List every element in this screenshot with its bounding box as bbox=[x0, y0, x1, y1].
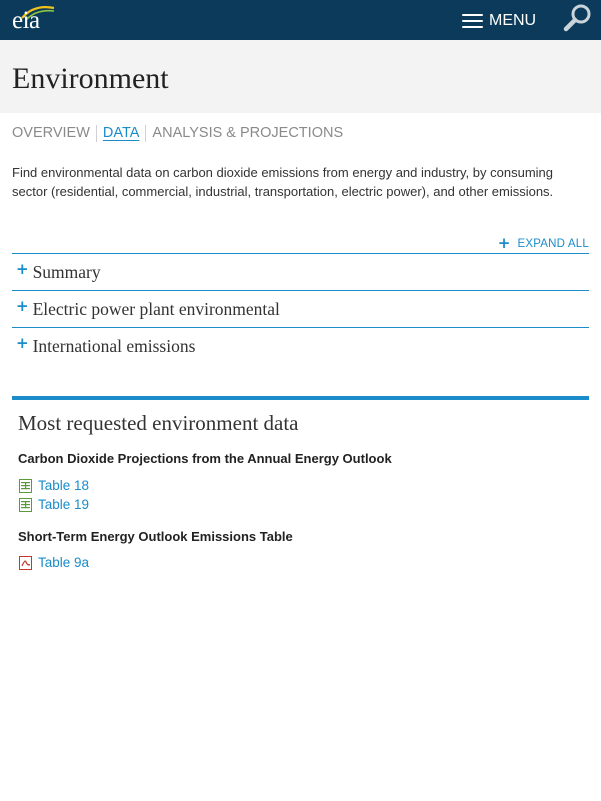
eia-logo[interactable]: eia bbox=[12, 4, 55, 34]
tab-divider bbox=[95, 124, 97, 142]
group-title-co2-projections: Carbon Dioxide Projections from the Annu… bbox=[18, 451, 392, 466]
expand-all-button[interactable]: + EXPAND ALL bbox=[498, 236, 589, 251]
tab-data[interactable]: DATA bbox=[102, 125, 140, 141]
section-tabs: OVERVIEW DATA ANALYSIS & PROJECTIONS bbox=[12, 124, 343, 142]
link-label: Table 18 bbox=[38, 478, 90, 493]
expand-all-label: EXPAND ALL bbox=[517, 237, 589, 250]
plus-icon: + bbox=[16, 260, 29, 278]
logo-text: eia bbox=[12, 7, 40, 34]
search-button[interactable] bbox=[562, 2, 594, 34]
data-accordion: + Summary + Electric power plant environ… bbox=[12, 253, 589, 364]
page-description: Find environmental data on carbon dioxid… bbox=[12, 165, 554, 199]
plus-icon: + bbox=[16, 297, 29, 315]
link-label: Table 19 bbox=[38, 497, 90, 512]
plus-icon: + bbox=[497, 234, 511, 252]
most-requested-section: Most requested environment data Carbon D… bbox=[12, 396, 589, 572]
accordion-item-international-emissions[interactable]: + International emissions bbox=[12, 327, 589, 364]
accordion-item-summary[interactable]: + Summary bbox=[12, 253, 589, 290]
accordion-label: Summary bbox=[32, 261, 101, 282]
menu-label: MENU bbox=[489, 12, 537, 29]
tab-analysis-projections[interactable]: ANALYSIS & PROJECTIONS bbox=[152, 125, 344, 141]
page-title: Environment bbox=[12, 62, 169, 95]
link-table-9a[interactable]: Table 9a bbox=[19, 553, 589, 572]
link-table-19[interactable]: Table 19 bbox=[19, 495, 589, 514]
title-band: Environment bbox=[0, 40, 601, 113]
group-title-steo-emissions: Short-Term Energy Outlook Emissions Tabl… bbox=[18, 529, 293, 544]
accordion-label: International emissions bbox=[32, 335, 196, 356]
search-icon bbox=[563, 4, 591, 32]
link-table-18[interactable]: Table 18 bbox=[19, 476, 589, 495]
tab-overview[interactable]: OVERVIEW bbox=[12, 125, 90, 141]
excel-file-icon bbox=[19, 497, 32, 512]
hamburger-icon bbox=[462, 14, 483, 28]
accordion-item-electric-power-plant[interactable]: + Electric power plant environmental bbox=[12, 290, 589, 327]
accordion-label: Electric power plant environmental bbox=[32, 298, 280, 319]
tab-divider bbox=[145, 124, 147, 142]
excel-file-icon bbox=[19, 478, 32, 493]
pdf-file-icon bbox=[19, 555, 32, 570]
plus-icon: + bbox=[16, 334, 29, 352]
link-label: Table 9a bbox=[38, 555, 90, 570]
logo-arc-icon bbox=[21, 6, 55, 21]
most-requested-title: Most requested environment data bbox=[18, 411, 299, 435]
top-nav-bar: eia MENU bbox=[0, 0, 601, 40]
menu-button[interactable]: MENU bbox=[462, 11, 536, 31]
